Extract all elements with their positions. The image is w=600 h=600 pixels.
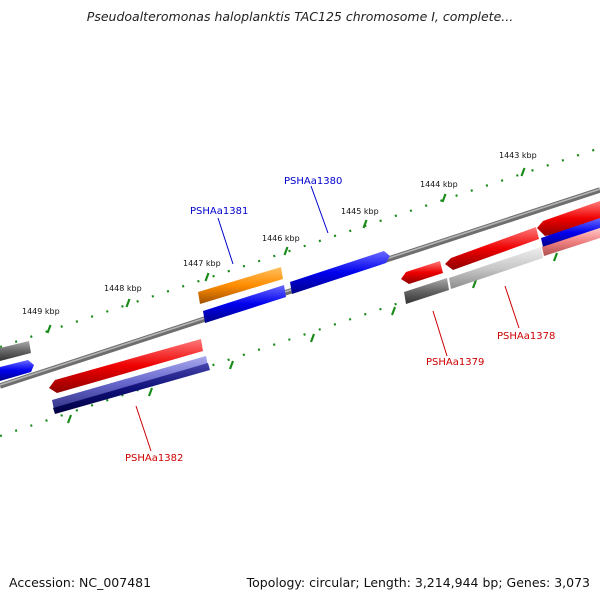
kbp-label-1447: 1447 kbp (183, 259, 221, 268)
kbp-label-1448: 1448 kbp (104, 284, 142, 293)
outer-major-ticks (46, 167, 526, 334)
gene-label-PSHAa1379[interactable]: PSHAa1379 (426, 357, 484, 368)
gene-left-gray[interactable] (0, 341, 31, 361)
kbp-label-1443: 1443 kbp (499, 151, 537, 160)
gene-forward-blue-lower[interactable] (203, 285, 286, 323)
gene-PSHAa1378-red[interactable] (445, 227, 539, 270)
gene-label-PSHAa1378[interactable]: PSHAa1378 (497, 331, 555, 342)
genome-summary-text: Topology: circular; Length: 3,214,944 bp… (246, 575, 590, 590)
gene-right-pink[interactable] (542, 228, 600, 256)
gene-PSHAa1381-orange[interactable] (198, 267, 283, 304)
gene-label-PSHAa1381[interactable]: PSHAa1381 (190, 206, 248, 217)
kbp-label-1444: 1444 kbp (420, 180, 458, 189)
gene-PSHAa1379-gray[interactable] (404, 278, 449, 304)
gene-label-PSHAa1382[interactable]: PSHAa1382 (125, 453, 183, 464)
accession-text: Accession: NC_007481 (9, 575, 152, 590)
gene-forward-blue-upper[interactable] (290, 251, 390, 294)
kbp-label-1449: 1449 kbp (22, 307, 60, 316)
gene-label-PSHAa1380[interactable]: PSHAa1380 (284, 176, 342, 187)
kbp-label-1445: 1445 kbp (341, 207, 379, 216)
kbp-label-1446: 1446 kbp (262, 234, 300, 243)
gene-left-blue[interactable] (0, 360, 34, 381)
gene-PSHAa1382-purple[interactable] (52, 356, 208, 410)
gene-right-blue[interactable] (541, 218, 600, 247)
inner-major-ticks (66, 252, 559, 424)
gene-PSHAa1379-red[interactable] (401, 261, 443, 284)
gene-PSHAa1378-lightgray[interactable] (449, 247, 543, 289)
label-leader-lines (135, 185, 520, 452)
gene-PSHAa1382-red[interactable] (49, 339, 203, 393)
gene-PSHAa1382-navy[interactable] (53, 363, 210, 414)
map-title: Pseudoalteromonas haloplanktis TAC125 ch… (86, 9, 514, 24)
